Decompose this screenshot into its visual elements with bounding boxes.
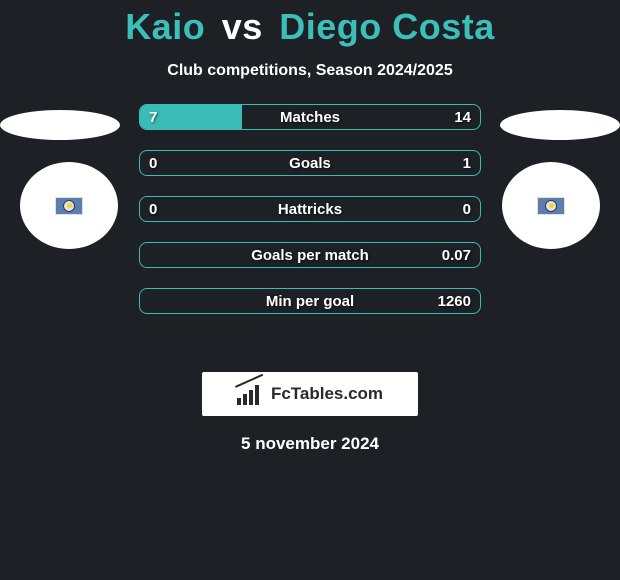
branding-text: FcTables.com <box>271 384 383 404</box>
stat-label: Matches <box>140 105 480 129</box>
stat-right-value: 0.07 <box>442 243 471 267</box>
stat-row-hattricks: 0 Hattricks 0 <box>139 196 481 222</box>
player-right-placeholder-top <box>500 110 620 140</box>
page-title: Kaio vs Diego Costa <box>0 0 620 48</box>
stat-row-goals: 0 Goals 1 <box>139 150 481 176</box>
flag-icon <box>55 197 83 215</box>
stat-row-matches: 7 Matches 14 <box>139 104 481 130</box>
player-left-name: Kaio <box>125 6 205 47</box>
flag-icon <box>537 197 565 215</box>
stat-label: Goals <box>140 151 480 175</box>
stat-label: Min per goal <box>140 289 480 313</box>
comparison-arena: 7 Matches 14 0 Goals 1 0 Hattricks 0 Goa… <box>0 104 620 364</box>
stat-right-value: 0 <box>463 197 471 221</box>
stats-bars: 7 Matches 14 0 Goals 1 0 Hattricks 0 Goa… <box>139 104 481 334</box>
stat-row-min-per-goal: Min per goal 1260 <box>139 288 481 314</box>
vs-separator: vs <box>222 6 263 47</box>
stat-label: Goals per match <box>140 243 480 267</box>
stat-right-value: 1260 <box>438 289 471 313</box>
bar-chart-icon <box>237 383 263 405</box>
snapshot-date: 5 november 2024 <box>0 434 620 454</box>
player-right-name: Diego Costa <box>279 6 495 47</box>
subtitle: Club competitions, Season 2024/2025 <box>0 62 620 80</box>
branding-badge[interactable]: FcTables.com <box>202 372 418 416</box>
player-right-avatar <box>502 162 600 249</box>
comparison-card: Kaio vs Diego Costa Club competitions, S… <box>0 0 620 454</box>
stat-row-goals-per-match: Goals per match 0.07 <box>139 242 481 268</box>
stat-right-value: 1 <box>463 151 471 175</box>
stat-label: Hattricks <box>140 197 480 221</box>
stat-right-value: 14 <box>454 105 471 129</box>
player-left-avatar <box>20 162 118 249</box>
player-left-placeholder-top <box>0 110 120 140</box>
